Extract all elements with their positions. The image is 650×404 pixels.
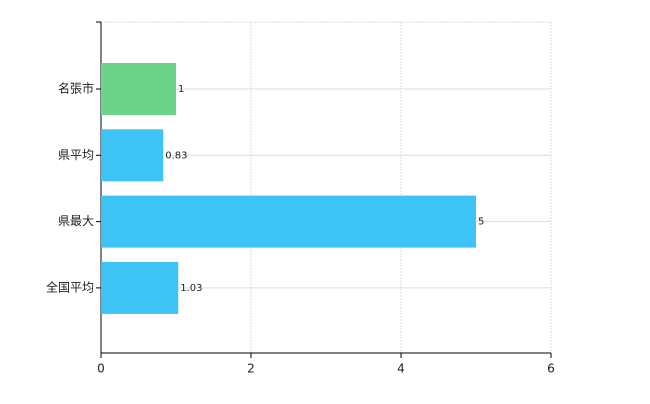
x-tick-label: 2: [247, 362, 255, 376]
value-label: 0.83: [165, 150, 187, 161]
x-tick-label: 4: [397, 362, 405, 376]
value-label: 1.03: [180, 283, 202, 294]
y-tick-label: 県最大: [58, 214, 94, 228]
bar: [101, 129, 164, 182]
x-tick-label: 6: [547, 362, 555, 376]
bar: [101, 261, 179, 314]
value-label: 1: [178, 84, 184, 95]
y-tick-label: 名張市: [58, 81, 94, 96]
y-tick-label: 県平均: [58, 148, 94, 162]
x-tick-label: 0: [97, 362, 105, 376]
bar: [101, 63, 176, 115]
y-tick-label: 全国平均: [46, 279, 94, 294]
bar: [101, 195, 476, 248]
value-label: 5: [478, 217, 484, 228]
